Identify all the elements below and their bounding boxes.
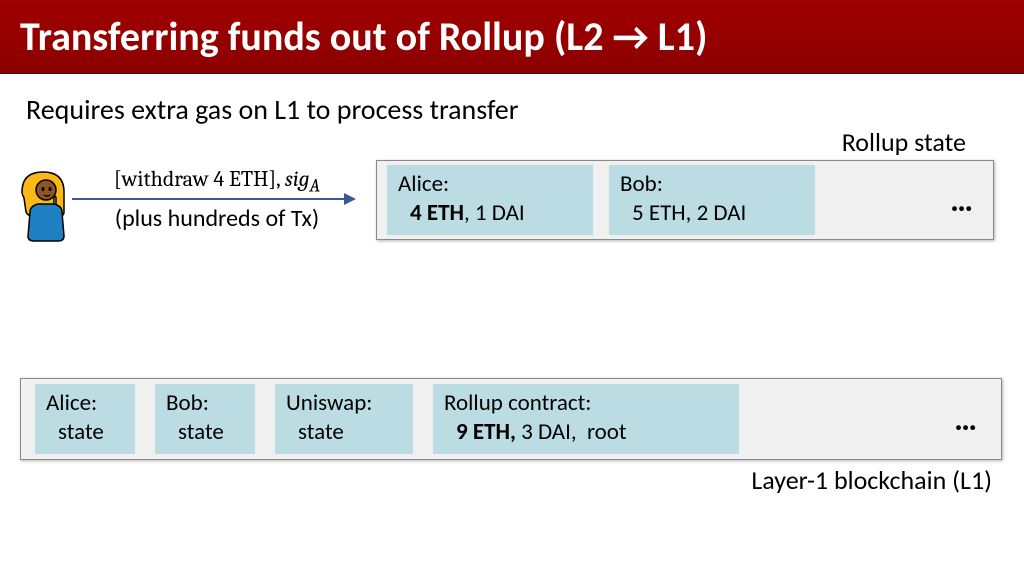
l1-bob-cell: Bob: state	[155, 384, 255, 454]
l1-bob-val: state	[166, 418, 244, 447]
rollup-state-container: Alice: 4 ETH, 1 DAI Bob: 5 ETH, 2 DAI …	[376, 160, 994, 240]
rollup-bob-cell: Bob: 5 ETH, 2 DAI	[609, 165, 815, 235]
l1-bob-name: Bob:	[166, 389, 244, 418]
l1-blockchain-label: Layer-1 blockchain (L1)	[751, 464, 992, 496]
l1-state-container: Alice: state Bob: state Uniswap: state R…	[20, 378, 1002, 460]
ellipsis-icon: …	[954, 400, 987, 439]
l1-rollup-name: Rollup contract:	[444, 389, 728, 418]
tx-subtext: (plus hundreds of Tx)	[72, 204, 362, 233]
l1-alice-cell: Alice: state	[35, 384, 135, 454]
l1-uniswap-name: Uniswap:	[286, 389, 402, 418]
withdraw-text: [withdraw 4 ETH],	[114, 166, 285, 192]
rollup-alice-cell: Alice: 4 ETH, 1 DAI	[387, 165, 593, 235]
arrow-icon	[72, 198, 354, 200]
withdraw-action: [withdraw 4 ETH], sigA	[72, 166, 362, 196]
l1-alice-val: state	[46, 418, 124, 447]
l1-rollup-balance: 9 ETH, 3 DAI, root	[444, 418, 728, 447]
alice-avatar-icon	[16, 168, 70, 247]
l1-uniswap-cell: Uniswap: state	[275, 384, 413, 454]
transaction-block: [withdraw 4 ETH], sigA (plus hundreds of…	[72, 166, 362, 233]
bob-balance: 5 ETH, 2 DAI	[620, 199, 804, 228]
alice-name: Alice:	[398, 170, 582, 199]
l1-rollup-contract-cell: Rollup contract: 9 ETH, 3 DAI, root	[433, 384, 739, 454]
subtitle-text: Requires extra gas on L1 to process tran…	[26, 92, 1024, 127]
alice-balance: 4 ETH, 1 DAI	[398, 199, 582, 228]
bob-name: Bob:	[620, 170, 804, 199]
l1-alice-name: Alice:	[46, 389, 124, 418]
slide-title: Transferring funds out of Rollup (L2 → L…	[0, 0, 1024, 74]
sig-symbol: sigA	[285, 166, 320, 192]
ellipsis-icon: …	[950, 181, 983, 220]
rollup-state-label: Rollup state	[842, 126, 966, 158]
l1-uniswap-val: state	[286, 418, 402, 447]
